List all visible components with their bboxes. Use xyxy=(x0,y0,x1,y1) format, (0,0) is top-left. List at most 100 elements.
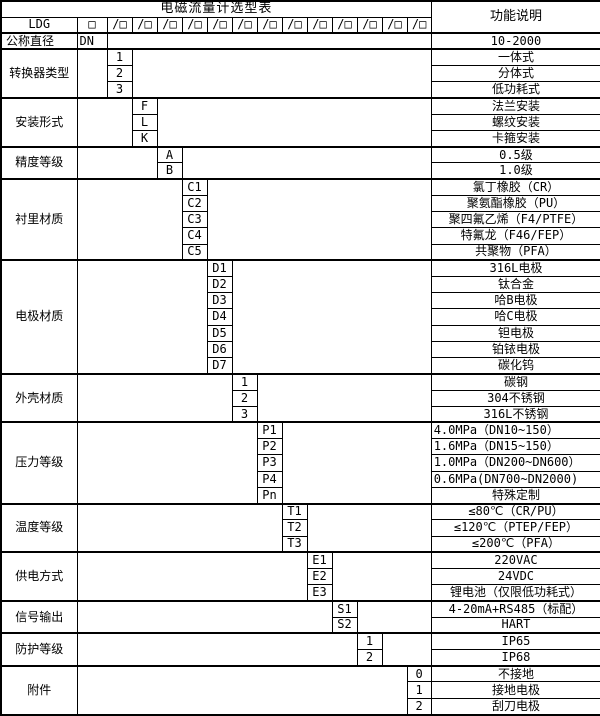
option-code-cell: D2 xyxy=(206,276,233,294)
option-code-cell: P1 xyxy=(256,421,283,440)
table-row: D4 哈C电极 xyxy=(1,308,600,326)
model-code-slot: /□ xyxy=(306,16,333,34)
option-code-cell: D4 xyxy=(206,308,233,326)
model-code-slot: /□ xyxy=(231,16,258,34)
option-code-cell: P2 xyxy=(256,438,283,456)
option-code-cell: C5 xyxy=(181,243,208,261)
model-code-slot: /□ xyxy=(381,16,408,34)
model-code-slot: /□ xyxy=(256,16,283,34)
function-description-cell: 24VDC xyxy=(430,567,600,586)
empty-region xyxy=(76,502,283,553)
function-description-cell: 304不锈钢 xyxy=(430,389,600,407)
category-label: 压力等级 xyxy=(0,421,78,505)
model-code-slot: /□ xyxy=(331,16,358,34)
function-description-cell: 316L电极 xyxy=(430,259,600,278)
function-column-header: 功能说明 xyxy=(430,0,600,34)
function-description-cell: 316L不锈钢 xyxy=(430,405,600,423)
option-code-cell: 3 xyxy=(231,405,258,423)
function-description-cell: 特氟龙（F46/FEP） xyxy=(430,227,600,245)
title-row: 电磁流量计选型表 功能说明 xyxy=(0,0,600,34)
option-code-cell: P4 xyxy=(256,470,283,488)
category-label: 电极材质 xyxy=(0,259,78,375)
option-code-cell: L xyxy=(131,113,158,132)
function-description-cell: 钛合金 xyxy=(430,276,600,294)
function-description-cell: ≤80℃（CR/PU） xyxy=(430,502,600,521)
table-row: 供电方式 E1 220VAC xyxy=(0,551,600,602)
option-code-cell: T1 xyxy=(281,502,308,521)
function-description-cell: 卡箍安装 xyxy=(430,130,600,148)
option-code-cell: E3 xyxy=(306,584,333,602)
model-code-box: □ xyxy=(76,16,108,34)
function-description-cell: 共聚物（PFA） xyxy=(430,243,600,261)
function-description-cell: 4.0MPa（DN10~150） xyxy=(430,421,600,440)
function-description-cell: IP65 xyxy=(430,632,600,651)
option-code-cell: E1 xyxy=(306,551,333,569)
table-row: T3 ≤200℃（PFA） xyxy=(1,535,600,553)
function-description-cell: ≤120℃（PTEP/FEP） xyxy=(430,519,600,537)
category-label: 安装形式 xyxy=(0,97,78,148)
function-description-cell: 0.5级 xyxy=(430,145,600,164)
option-code-cell: 1 xyxy=(106,48,133,67)
category-label: 精度等级 xyxy=(0,145,78,180)
table-row: 安装形式 F 法兰安装 xyxy=(0,97,600,148)
table-row: P3 1.0MPa（DN200~DN600） xyxy=(1,454,600,472)
empty-region xyxy=(106,32,432,50)
table-row: C4 特氟龙（F46/FEP） xyxy=(1,227,600,245)
table-row: 转换器类型 1 一体式 xyxy=(0,48,600,99)
empty-region xyxy=(76,421,258,505)
table-row: 3 低功耗式 xyxy=(1,81,600,99)
empty-region xyxy=(206,178,432,261)
empty-region xyxy=(356,599,432,634)
function-description-cell: 哈B电极 xyxy=(430,292,600,310)
function-description-cell: 聚氨酯橡胶（PU） xyxy=(430,194,600,213)
empty-region xyxy=(76,664,408,716)
function-description-cell: 刮刀电极 xyxy=(430,697,600,716)
table-row: 外壳材质 1 碳钢 xyxy=(0,372,600,423)
function-description-cell: 一体式 xyxy=(430,48,600,67)
option-code-cell: E2 xyxy=(306,567,333,586)
empty-region xyxy=(76,145,158,180)
function-description-cell: 钽电极 xyxy=(430,324,600,342)
empty-region xyxy=(76,551,308,602)
function-description-cell: 螺纹安装 xyxy=(430,113,600,132)
option-code-cell: 3 xyxy=(106,81,133,99)
function-description-cell: 锂电池（仅限低功耗式） xyxy=(430,584,600,602)
table-row: P4 0.6MPa(DN700~DN2000) xyxy=(1,470,600,488)
option-code-cell: 0 xyxy=(406,664,432,683)
option-code-cell: B xyxy=(156,162,183,180)
option-code-cell: S1 xyxy=(331,599,358,618)
option-code-cell: D1 xyxy=(206,259,233,278)
table-row: 衬里材质 C1 氯丁橡胶（CR） xyxy=(0,178,600,261)
table-row: 2 刮刀电极 xyxy=(1,697,600,716)
option-code-cell: D6 xyxy=(206,340,233,359)
function-description-cell: 法兰安装 xyxy=(430,97,600,115)
table-row: 温度等级 T1 ≤80℃（CR/PU） xyxy=(0,502,600,553)
empty-region xyxy=(76,632,358,667)
category-label: 防护等级 xyxy=(0,632,78,667)
function-description-cell: 0.6MPa(DN700~DN2000) xyxy=(430,470,600,488)
table-row: 压力等级 P1 4.0MPa（DN10~150） xyxy=(0,421,600,505)
option-code-cell: 1 xyxy=(231,372,258,391)
empty-region xyxy=(381,632,432,667)
category-label: 转换器类型 xyxy=(0,48,78,99)
option-code-cell: C1 xyxy=(181,178,208,196)
table-row: 2 304不锈钢 xyxy=(1,389,600,407)
category-label: 温度等级 xyxy=(0,502,78,553)
empty-region xyxy=(76,372,233,423)
model-prefix-label: LDG xyxy=(0,16,78,34)
function-description-cell: 铂铱电极 xyxy=(430,340,600,359)
function-description-cell: 碳钢 xyxy=(430,372,600,391)
table-row: 3 316L不锈钢 xyxy=(1,405,600,423)
option-code-cell: T2 xyxy=(281,519,308,537)
function-description-cell: 特殊定制 xyxy=(430,486,600,505)
empty-region xyxy=(331,551,432,602)
option-code-cell: 2 xyxy=(106,65,133,83)
function-description-cell: HART xyxy=(430,616,600,634)
table-row: D2 钛合金 xyxy=(1,276,600,294)
function-description-cell: 不接地 xyxy=(430,664,600,683)
function-description-cell: 聚四氟乙烯（F4/PTFE） xyxy=(430,211,600,229)
option-code-cell: Pn xyxy=(256,486,283,505)
empty-region xyxy=(256,372,432,423)
table-row: D3 哈B电极 xyxy=(1,292,600,310)
